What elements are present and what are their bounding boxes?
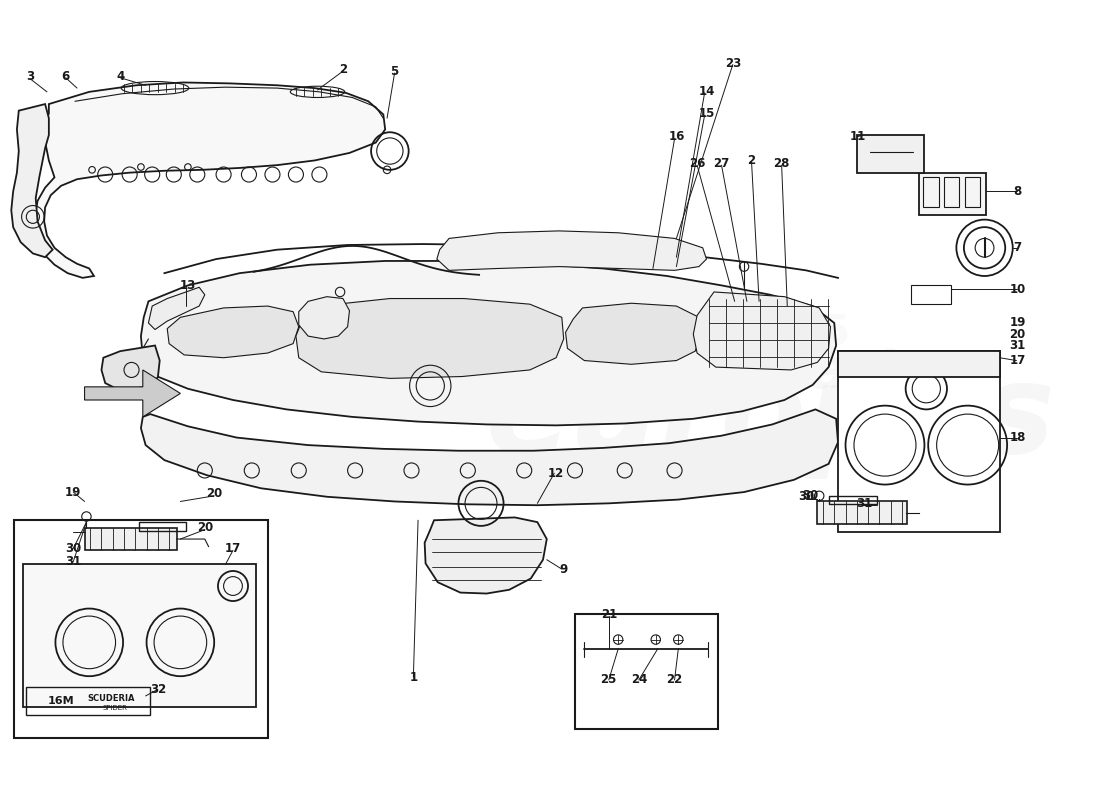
Bar — [857, 135, 924, 173]
Text: 24: 24 — [630, 674, 647, 686]
Text: 11: 11 — [849, 130, 866, 143]
Text: 7: 7 — [1013, 242, 1022, 254]
Bar — [828, 496, 878, 504]
Text: 31: 31 — [856, 497, 872, 510]
Text: 17: 17 — [1010, 354, 1025, 367]
Bar — [26, 686, 151, 714]
Text: 2: 2 — [339, 63, 346, 76]
Text: SPIDER: SPIDER — [102, 705, 128, 711]
Text: 18: 18 — [1010, 431, 1025, 444]
Text: 28: 28 — [773, 157, 790, 170]
Polygon shape — [296, 298, 563, 378]
Text: 19: 19 — [65, 486, 81, 498]
Polygon shape — [141, 410, 838, 506]
Text: 16: 16 — [668, 130, 684, 143]
Bar — [944, 178, 959, 207]
Text: 14: 14 — [698, 86, 715, 98]
Text: 4: 4 — [117, 70, 124, 83]
Text: 25: 25 — [601, 674, 617, 686]
Bar — [965, 178, 980, 207]
Polygon shape — [167, 306, 299, 358]
Text: 30: 30 — [802, 490, 818, 502]
Text: 27: 27 — [714, 157, 729, 170]
Text: 9: 9 — [560, 562, 568, 576]
Bar — [838, 351, 1000, 378]
Polygon shape — [565, 303, 701, 364]
Polygon shape — [425, 518, 547, 594]
Bar — [918, 173, 987, 215]
Text: 30: 30 — [798, 490, 814, 503]
Polygon shape — [11, 104, 53, 258]
Text: 21: 21 — [601, 608, 617, 621]
Text: 6: 6 — [62, 70, 70, 83]
Text: 32: 32 — [150, 683, 166, 696]
Text: 17: 17 — [224, 542, 241, 555]
Polygon shape — [141, 261, 836, 426]
Text: 31: 31 — [1010, 339, 1025, 352]
Bar — [23, 565, 256, 707]
Bar — [139, 522, 186, 530]
Text: 20: 20 — [206, 487, 222, 501]
Polygon shape — [299, 297, 350, 339]
Text: 3: 3 — [26, 70, 34, 83]
Text: 1: 1 — [409, 670, 417, 684]
Bar — [85, 528, 177, 550]
Text: 16M: 16M — [47, 696, 75, 706]
Bar — [817, 502, 906, 524]
Text: passion4parts: passion4parts — [493, 345, 935, 399]
Text: europes: europes — [485, 358, 1055, 479]
Polygon shape — [693, 292, 830, 370]
Text: since1985: since1985 — [614, 311, 851, 354]
Text: 2: 2 — [748, 154, 756, 167]
Text: 30: 30 — [65, 542, 81, 555]
Polygon shape — [148, 287, 205, 330]
Polygon shape — [437, 231, 706, 270]
Text: 12: 12 — [548, 466, 564, 480]
Bar — [14, 520, 267, 738]
Text: 20: 20 — [197, 522, 213, 534]
Text: 8: 8 — [1013, 185, 1022, 198]
Polygon shape — [101, 346, 160, 390]
Text: SCUDERIA: SCUDERIA — [87, 694, 134, 703]
Text: 15: 15 — [698, 107, 715, 120]
Text: 26: 26 — [689, 157, 705, 170]
Text: 23: 23 — [725, 57, 741, 70]
Bar — [575, 614, 718, 729]
Bar — [838, 351, 1000, 531]
Text: 20: 20 — [1010, 328, 1025, 341]
Polygon shape — [85, 370, 180, 417]
Text: 19: 19 — [1010, 317, 1025, 330]
Text: 13: 13 — [179, 279, 196, 292]
Text: 22: 22 — [667, 674, 683, 686]
Text: 31: 31 — [65, 555, 81, 568]
Text: 5: 5 — [390, 65, 398, 78]
Bar — [911, 286, 950, 304]
Bar — [924, 178, 938, 207]
Polygon shape — [35, 82, 385, 278]
Text: 10: 10 — [1010, 282, 1025, 296]
